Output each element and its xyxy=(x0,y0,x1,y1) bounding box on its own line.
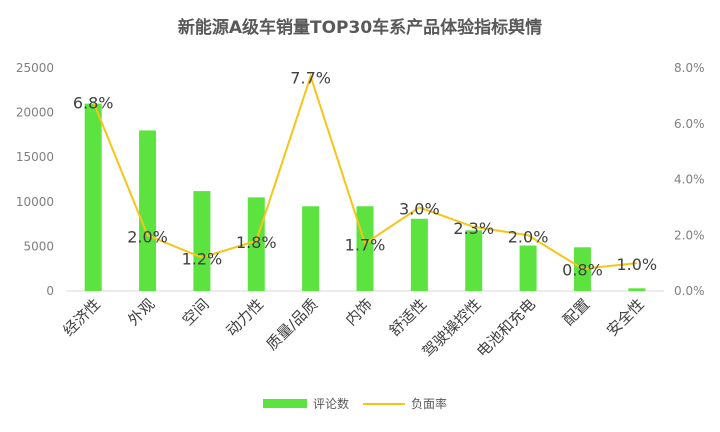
line-data-label: 1.0% xyxy=(616,255,657,274)
y-left-tick-label: 15000 xyxy=(16,150,54,164)
y-right-tick-label: 4.0% xyxy=(674,173,705,187)
x-category-label: 舒适性 xyxy=(386,295,431,340)
x-category-label: 安全性 xyxy=(603,295,648,340)
y-left-tick-label: 20000 xyxy=(16,106,54,120)
line-data-label: 0.8% xyxy=(562,261,603,280)
line-data-label: 2.3% xyxy=(453,219,494,238)
y-left-tick-label: 10000 xyxy=(16,195,54,209)
y-left-axis: 0 5000 10000 15000 20000 25000 xyxy=(16,61,54,298)
line-data-label: 1.8% xyxy=(236,233,277,252)
bar xyxy=(410,218,428,291)
y-right-tick-label: 8.0% xyxy=(674,61,705,75)
bar-series xyxy=(84,103,646,292)
legend: 评论数 负面率 xyxy=(263,396,447,411)
line-data-labels: 6.8% 2.0% 1.2% 1.8% 7.7% 1.7% 3.0% 2.3% 2.0% 0.8%… xyxy=(73,68,657,279)
x-category-label: 质量/品质 xyxy=(263,295,322,354)
line-data-label: 1.7% xyxy=(345,236,386,255)
x-category-label: 经济性 xyxy=(59,295,104,340)
bar xyxy=(628,288,646,291)
x-category-label: 配置 xyxy=(559,295,593,329)
y-right-tick-label: 0.0% xyxy=(674,284,705,298)
x-category-label: 内饰 xyxy=(342,295,376,329)
legend-label-bar: 评论数 xyxy=(313,396,349,411)
bar xyxy=(193,191,211,291)
x-category-label: 外观 xyxy=(124,295,158,329)
x-category-label: 电池和充电 xyxy=(473,295,539,361)
line-data-label: 2.0% xyxy=(127,227,168,246)
y-right-tick-label: 2.0% xyxy=(674,228,705,242)
chart-title: 新能源A级车销量TOP30车系产品体验指标舆情 xyxy=(178,17,542,38)
line-series xyxy=(92,73,637,270)
y-right-axis: 0.0% 2.0% 4.0% 6.0% 8.0% xyxy=(674,61,705,298)
bar xyxy=(519,245,537,291)
bar xyxy=(139,130,157,291)
bar xyxy=(84,103,102,292)
line-data-label: 3.0% xyxy=(399,199,440,218)
y-left-tick-label: 5000 xyxy=(23,239,54,253)
y-left-tick-label: 25000 xyxy=(16,61,54,75)
y-left-tick-label: 0 xyxy=(46,284,54,298)
line-data-label: 6.8% xyxy=(73,93,114,112)
x-category-label: 动力性 xyxy=(223,295,268,340)
x-category-label: 空间 xyxy=(179,295,213,329)
legend-swatch-bar xyxy=(263,399,307,408)
line-data-label: 7.7% xyxy=(290,68,331,87)
legend-label-line: 负面率 xyxy=(411,396,447,411)
line-data-label: 1.2% xyxy=(182,250,223,269)
line-data-label: 2.0% xyxy=(508,227,549,246)
y-right-tick-label: 6.0% xyxy=(674,117,705,131)
bar xyxy=(465,230,483,291)
bar xyxy=(302,206,320,291)
bar xyxy=(247,197,265,291)
